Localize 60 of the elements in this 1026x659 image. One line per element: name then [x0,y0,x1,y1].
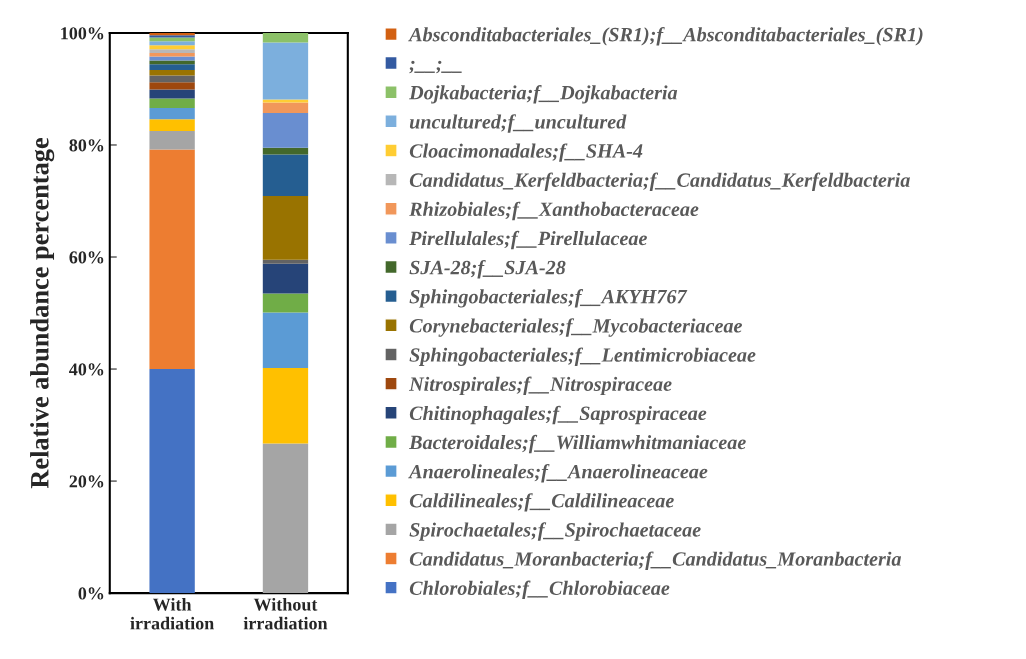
bar [149,69,195,76]
bar [149,369,195,594]
bar [262,147,309,155]
legend-label: Candidatus_Moranbacteria;f__Candidatus_Moranbacteria [409,551,902,570]
bar [262,42,309,100]
legend-label: Sphingobacteriales;f__Lentimicrobiaceae [409,347,756,366]
legend-label: Dojkabacteria;f__Dojkabacteria [409,85,678,104]
bar [149,64,195,70]
legend-label: Anaerolineales;f__Anaerolineaceae [408,464,708,483]
y-tick-label: 60% [69,251,104,264]
bar [149,56,195,61]
legend-label: SJA-28;f__SJA-28 [409,259,566,279]
bar [149,119,195,131]
bar [149,108,195,120]
bar [149,130,195,150]
legend-label: Nitrospirales;f__Nitrospiraceae [408,376,672,396]
legend-label: Chlorobiales;f__Chlorobiaceae [409,580,670,600]
bar [149,75,195,83]
bar [149,49,195,54]
bar [262,154,309,196]
bar [262,263,309,294]
bar [149,37,195,42]
legend-label: Rhizobiales;f__Xanthobacteraceae [409,201,699,221]
y-tick-label: 40% [69,363,104,376]
legend-label: Sphingobacteriales;f__AKYH767 [409,289,688,308]
bar [149,89,195,99]
x-tick-label: Without irradiation [243,597,328,630]
legend-label: Caldilineales;f__Caldilineaceae [409,493,674,512]
y-tick-label: 100% [61,27,104,40]
y-tick-label: 20% [69,475,104,488]
legend-label: Corynebacteriales;f__Mycobacteriaceae [409,318,743,337]
legend-label: uncultured;f__uncultured [409,114,627,133]
legend-label: Absconditabacteriales_(SR1);f__Absconditabacteriales_(SR1) [408,27,923,46]
legend-label: Chitinophagales;f__Saprospiraceae [409,405,707,425]
bar [262,102,309,114]
legend-label: Bacteroidales;f__Williamwhitmaniaceae [408,434,746,454]
legend-label: Pirellulales;f__Pirellulaceae [409,230,647,250]
legend-label: Candidatus_Kerfeldbacteria;f__Candidatus_Kerfeldbacteria [409,172,910,191]
bar [149,41,195,46]
y-tick-label: 0% [78,587,104,600]
bar [149,98,195,109]
bar [262,113,309,148]
bar [262,312,309,368]
bar [149,45,195,50]
y-tick-label: 80% [69,139,104,152]
x-tick-label: With irradiation [130,597,214,630]
legend-label: Cloacimonadales;f__SHA-4 [409,143,643,162]
bar [262,367,309,444]
bar [149,53,195,57]
bar [149,149,195,370]
legend-label: Spirochaetales;f__Spirochaetaceae [409,522,701,541]
bar [262,259,309,264]
bar [262,32,309,43]
bar [149,60,195,65]
bar [262,293,309,313]
bar [262,443,309,594]
legend-label: ;__;__ [409,60,462,74]
bar [262,195,309,260]
bar [149,82,195,90]
y-axis-title: Relative abundance percentage [30,138,55,489]
